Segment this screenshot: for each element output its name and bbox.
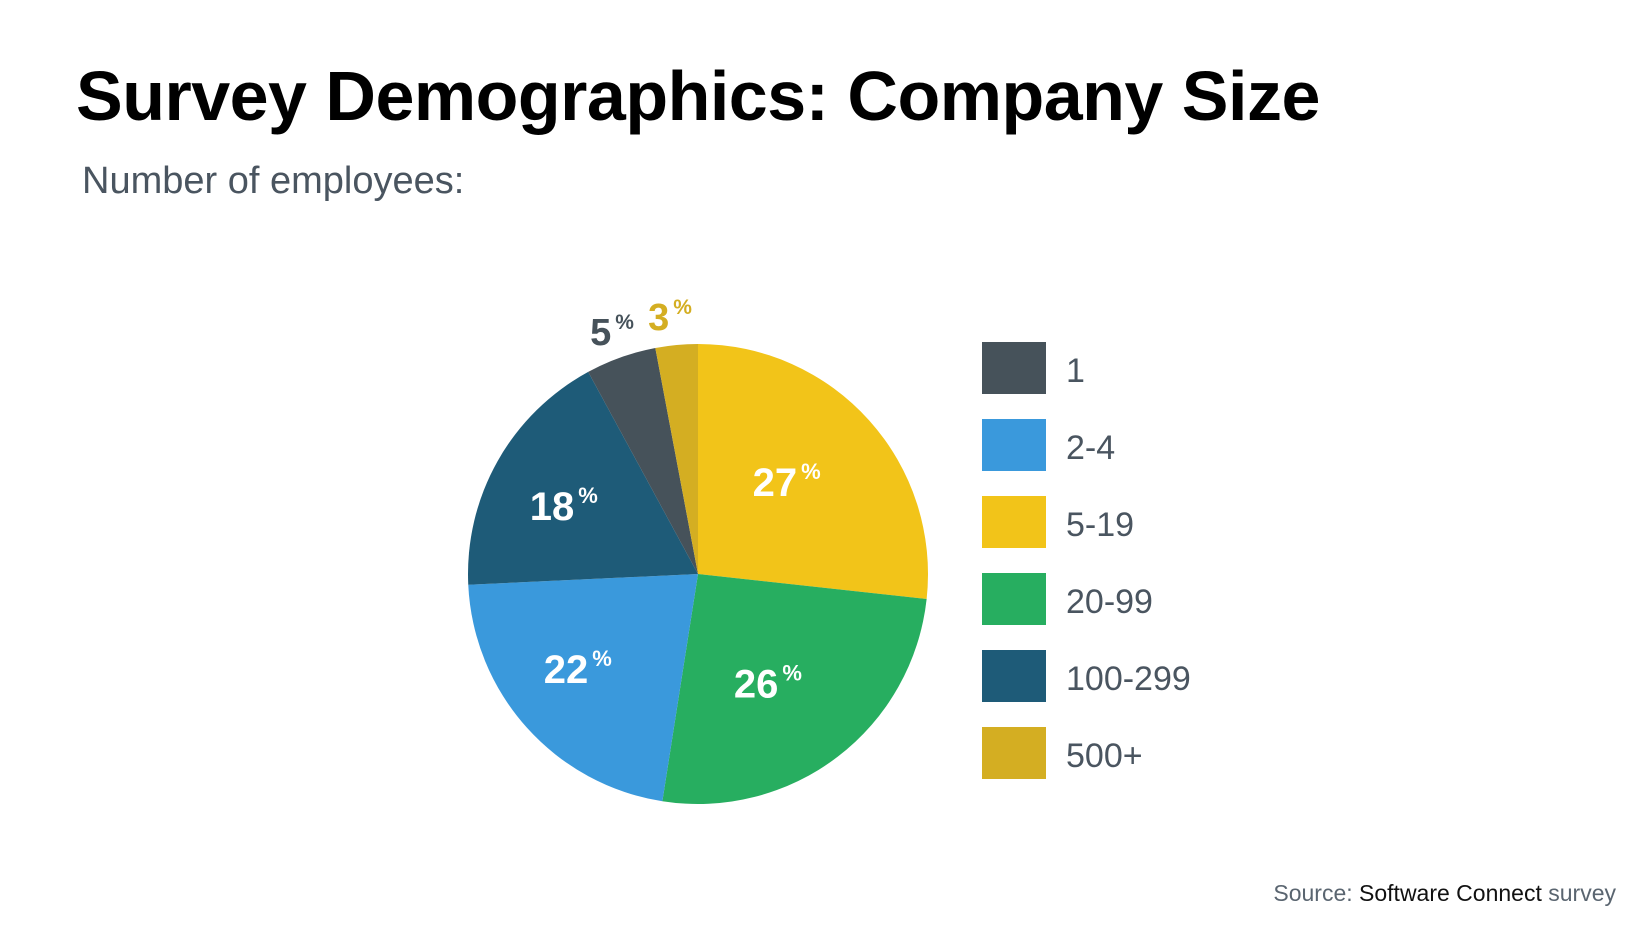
pie-slice-500plus <box>655 344 698 574</box>
legend-label-2-4: 2-4 <box>1066 429 1116 467</box>
source-prefix: Source: <box>1273 880 1360 906</box>
page-subtitle: Number of employees: <box>82 160 465 202</box>
legend-swatch-500plus <box>982 727 1046 779</box>
legend-swatch-100-299 <box>982 650 1046 702</box>
legend-label-500plus: 500+ <box>1066 737 1143 775</box>
legend-label-20-99: 20-99 <box>1066 583 1153 621</box>
legend-label-1: 1 <box>1066 352 1085 390</box>
percent-sign: % <box>578 483 598 508</box>
percent-sign: % <box>592 646 612 671</box>
legend-label-100-299: 100-299 <box>1066 660 1191 698</box>
percent-sign: % <box>615 311 634 334</box>
source-suffix: survey <box>1541 880 1616 906</box>
legend-swatch-1 <box>982 342 1046 394</box>
legend-label-5-19: 5-19 <box>1066 506 1135 544</box>
legend-swatch-5-19 <box>982 496 1046 548</box>
pie-slice-5-19 <box>698 344 929 599</box>
data-label-1: 5% <box>590 311 634 354</box>
percent-sign: % <box>782 661 802 686</box>
pie-slice-100-299 <box>467 371 698 585</box>
source-name: Software Connect <box>1359 880 1542 906</box>
source-note: Source: Software Connect survey <box>1273 880 1616 907</box>
page-title: Survey Demographics: Company Size <box>76 57 1320 135</box>
percent-sign: % <box>673 296 692 319</box>
pie-slice-2-4 <box>468 574 698 802</box>
legend-swatch-2-4 <box>982 419 1046 471</box>
percent-sign: % <box>801 459 821 484</box>
pie-slice-1 <box>588 347 698 574</box>
pie-slice-20-99 <box>662 574 927 804</box>
legend-swatch-20-99 <box>982 573 1046 625</box>
data-label-500plus: 3% <box>648 296 692 339</box>
